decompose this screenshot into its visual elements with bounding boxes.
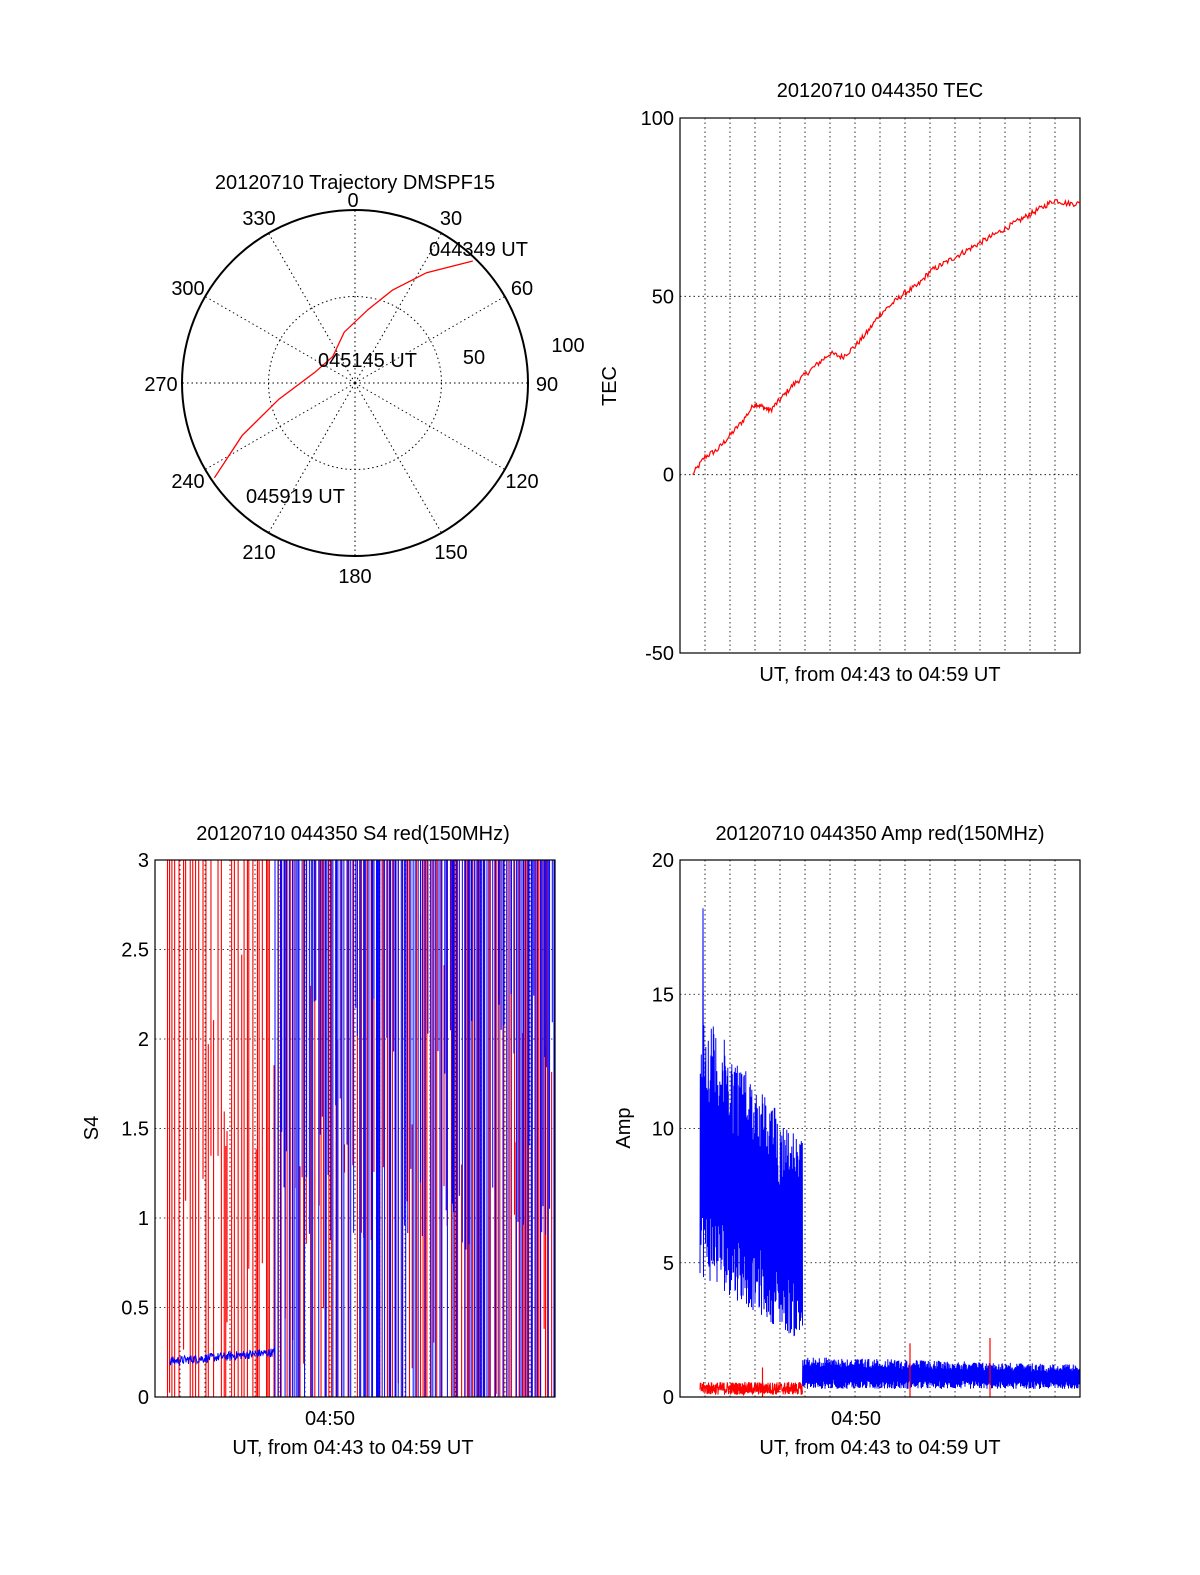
amp-y-axis-label: Amp — [613, 1107, 635, 1148]
amp-y-tick-15: 15 — [652, 984, 674, 1006]
amp-y-tick-5: 5 — [663, 1253, 674, 1275]
s4-y-tick-1.5: 1.5 — [121, 1119, 149, 1141]
s4-y-tick-0.5: 0.5 — [121, 1298, 149, 1320]
tec-series-red — [692, 198, 1081, 476]
azimuth-label-0: 0 — [347, 190, 358, 212]
azimuth-labels: 0 30 60 90 120 150 180 210 240 270 300 330 — [144, 190, 558, 588]
radial-label-100: 100 — [551, 335, 584, 357]
tec-y-tick-0: 0 — [663, 465, 674, 487]
s4-plot-frame — [154, 859, 556, 1398]
tec-y-tick--50: -50 — [645, 643, 674, 665]
polar-spoke-210 — [268, 382, 356, 534]
s4-title: 20120710 044350 S4 red(150MHz) — [196, 823, 510, 845]
trajectory-start-label: 044349 UT — [429, 239, 528, 261]
azimuth-label-180: 180 — [338, 566, 371, 588]
tec-y-tick-100: 100 — [641, 108, 674, 130]
trajectory-panel: 20120710 Trajectory DMSPF15 0 30 60 90 120 15… — [144, 172, 584, 588]
polar-spoke-60 — [354, 296, 506, 384]
tec-title: 20120710 044350 TEC — [777, 80, 983, 102]
azimuth-label-150: 150 — [434, 542, 467, 564]
amp-blue-segment-0 — [699, 908, 803, 1337]
azimuth-label-60: 60 — [511, 278, 533, 300]
amp-series-blue — [699, 908, 1081, 1389]
azimuth-label-330: 330 — [242, 208, 275, 230]
tec-y-axis-label: TEC — [599, 366, 621, 406]
amp-panel: 20120710 044350 Amp red(150MHz) 0 5 10 15 20… — [613, 823, 1081, 1459]
trajectory-end-label: 045919 UT — [246, 486, 345, 508]
polar-spoke-330 — [268, 232, 356, 384]
azimuth-label-300: 300 — [171, 278, 204, 300]
radial-label-50: 50 — [463, 347, 485, 369]
amp-y-ticks: 0 5 10 15 20 — [652, 850, 674, 1409]
amp-grid — [680, 860, 1080, 1397]
s4-y-tick-2.5: 2.5 — [121, 940, 149, 962]
s4-y-tick-3: 3 — [138, 850, 149, 872]
azimuth-label-30: 30 — [440, 208, 462, 230]
s4-series-blue — [169, 860, 556, 1397]
s4-y-tick-1: 1 — [138, 1208, 149, 1230]
tec-plot-frame — [679, 117, 1081, 654]
s4-y-tick-2: 2 — [138, 1029, 149, 1051]
azimuth-label-270: 270 — [144, 374, 177, 396]
azimuth-label-90: 90 — [536, 374, 558, 396]
azimuth-label-120: 120 — [505, 471, 538, 493]
tec-panel: 20120710 044350 TEC -50 0 50 100 TEC UT, fr… — [599, 80, 1081, 686]
amp-y-tick-10: 10 — [652, 1119, 674, 1141]
s4-x-tick-0450: 04:50 — [305, 1408, 355, 1430]
tec-grid — [680, 118, 1080, 653]
azimuth-label-240: 240 — [171, 471, 204, 493]
amp-y-tick-20: 20 — [652, 850, 674, 872]
tec-y-ticks: -50 0 50 100 — [641, 108, 674, 665]
s4-y-axis-label: S4 — [81, 1116, 103, 1140]
amp-plot-frame — [679, 859, 1081, 1398]
polar-spoke-120 — [354, 382, 506, 470]
trajectory-title: 20120710 Trajectory DMSPF15 — [215, 172, 495, 194]
s4-blue-baseline — [169, 1346, 276, 1367]
amp-blue-segment-1 — [802, 1357, 1081, 1389]
amp-series-red — [699, 1337, 991, 1397]
tec-x-axis-label: UT, from 04:43 to 04:59 UT — [759, 664, 1000, 686]
polar-spoke-300 — [204, 296, 356, 384]
amp-x-tick-0450: 04:50 — [831, 1408, 881, 1430]
azimuth-label-210: 210 — [242, 542, 275, 564]
trajectory-mid-label: 045145 UT — [318, 350, 417, 372]
tec-y-tick-50: 50 — [652, 286, 674, 308]
s4-y-ticks: 0 0.5 1 1.5 2 2.5 3 — [121, 850, 149, 1409]
s4-x-axis-label: UT, from 04:43 to 04:59 UT — [232, 1437, 473, 1459]
trajectory-line — [213, 260, 473, 479]
polar-spoke-240 — [204, 382, 356, 470]
polar-outer-circle — [181, 209, 529, 557]
polar-spoke-150 — [354, 382, 442, 534]
amp-red-baseline — [699, 1381, 803, 1397]
polar-grid — [182, 210, 528, 556]
amp-title: 20120710 044350 Amp red(150MHz) — [715, 823, 1044, 845]
amp-x-axis-label: UT, from 04:43 to 04:59 UT — [759, 1437, 1000, 1459]
s4-y-tick-0: 0 — [138, 1387, 149, 1409]
amp-y-tick-0: 0 — [663, 1387, 674, 1409]
polar-spoke-30 — [354, 232, 442, 384]
s4-panel: 20120710 044350 S4 red(150MHz) 0 0.5 1 1.5 2… — [81, 823, 556, 1459]
